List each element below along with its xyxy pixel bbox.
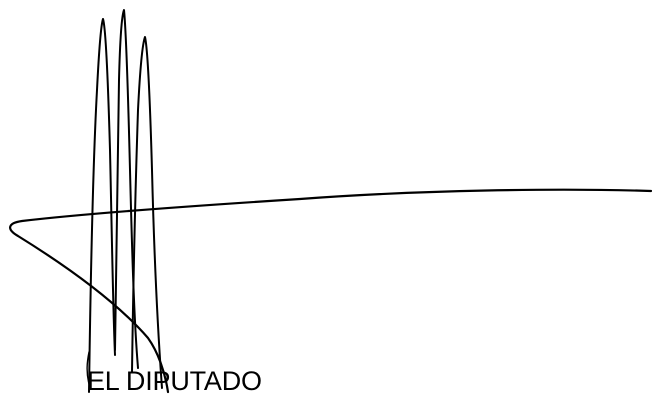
signature-tail-mark: [86, 351, 90, 385]
signature-horizontal-stroke: [9, 188, 652, 394]
signatory-title: EL DIPUTADO: [87, 366, 262, 396]
signature-loop-1: [88, 18, 116, 393]
signature-loop-2: [114, 9, 139, 369]
signature-loop-3: [131, 36, 163, 389]
